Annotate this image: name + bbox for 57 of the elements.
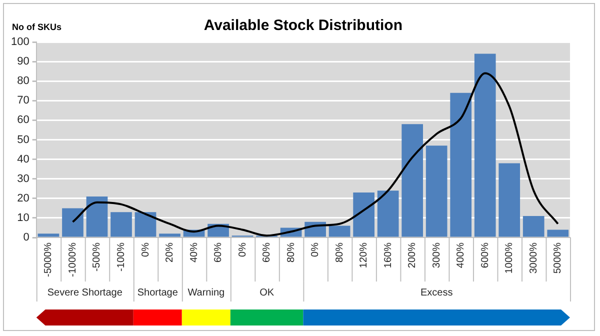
x-tick-label: 0% bbox=[140, 242, 152, 257]
text: Severe Shortage bbox=[47, 288, 123, 299]
bar bbox=[402, 124, 424, 237]
y-tick-label: 100 bbox=[10, 36, 30, 48]
x-tick-label: 40% bbox=[188, 242, 200, 263]
text: OK bbox=[260, 288, 274, 299]
x-tick-label: -500% bbox=[92, 242, 103, 272]
y-tick-label: 20 bbox=[17, 192, 30, 204]
bar bbox=[328, 226, 350, 237]
x-tick-label: 200% bbox=[407, 242, 418, 268]
y-tick-label: 90 bbox=[17, 56, 30, 68]
y-tick-label: 50 bbox=[17, 134, 30, 146]
bar bbox=[353, 192, 374, 237]
y-tick-label: 10 bbox=[17, 212, 30, 224]
y-tick-label: 70 bbox=[17, 94, 30, 107]
x-tick-label: 0% bbox=[310, 242, 322, 257]
y-tick-label: 0 bbox=[23, 232, 30, 244]
bar bbox=[62, 208, 84, 237]
bar bbox=[426, 146, 448, 237]
y-tick-label: 80 bbox=[17, 75, 30, 88]
text: Excess bbox=[420, 288, 453, 299]
x-tick-label: -1000% bbox=[67, 242, 78, 277]
x-tick-label: 1000% bbox=[504, 242, 516, 274]
bar bbox=[110, 212, 132, 237]
bar bbox=[522, 216, 544, 237]
x-tick-label: -100% bbox=[116, 242, 127, 272]
bar bbox=[159, 234, 180, 237]
bar bbox=[377, 190, 399, 237]
x-tick-label: 400% bbox=[456, 242, 467, 268]
bar bbox=[450, 92, 472, 237]
x-tick-label: -5000% bbox=[43, 242, 54, 277]
bar bbox=[38, 234, 60, 237]
x-tick-label: 80% bbox=[334, 242, 346, 263]
x-tick-label: 0% bbox=[237, 242, 248, 257]
x-tick-label: 60% bbox=[262, 242, 273, 263]
bar bbox=[134, 212, 156, 237]
bar bbox=[498, 163, 520, 237]
x-tick-label: 160% bbox=[382, 242, 394, 268]
bar bbox=[86, 196, 108, 237]
x-tick-label: 20% bbox=[164, 242, 176, 263]
x-tick-label: 120% bbox=[358, 242, 370, 268]
x-tick-label: 300% bbox=[431, 242, 442, 268]
y-tick-label: 40 bbox=[17, 153, 30, 166]
chart-title: Available Stock Distribution bbox=[204, 17, 403, 34]
y-tick-label: 30 bbox=[17, 172, 30, 185]
y-axis-title: No of SKUs bbox=[12, 22, 62, 32]
line-series bbox=[72, 72, 559, 237]
x-tick-label: 3000% bbox=[528, 242, 540, 274]
bar bbox=[547, 230, 569, 237]
y-tick-label: 60 bbox=[17, 114, 30, 126]
x-tick-label: 80% bbox=[286, 242, 297, 263]
x-tick-label: 600% bbox=[480, 242, 491, 268]
x-tick-label: 5000% bbox=[552, 242, 564, 274]
bar bbox=[474, 54, 496, 237]
text: Shortage bbox=[137, 288, 178, 299]
x-tick-label: 60% bbox=[213, 242, 224, 263]
text: Warning bbox=[188, 288, 225, 299]
